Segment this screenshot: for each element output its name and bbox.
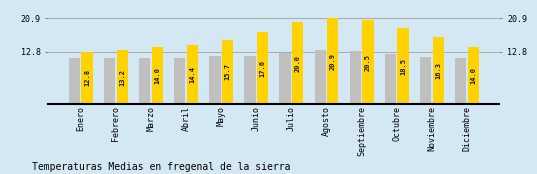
Text: 20.9: 20.9: [330, 53, 336, 70]
Bar: [187, 45, 198, 104]
Bar: [222, 39, 233, 104]
Text: 20.0: 20.0: [295, 55, 301, 72]
Text: 20.5: 20.5: [365, 54, 371, 70]
Text: 15.7: 15.7: [224, 64, 230, 80]
Bar: [362, 20, 374, 104]
Bar: [420, 57, 431, 104]
Text: 16.3: 16.3: [435, 62, 441, 79]
Bar: [455, 58, 466, 104]
Bar: [385, 54, 396, 104]
Text: 13.2: 13.2: [119, 69, 125, 86]
Bar: [69, 58, 80, 104]
Bar: [151, 47, 163, 104]
Text: 14.0: 14.0: [470, 67, 476, 84]
Bar: [279, 53, 291, 104]
Bar: [315, 50, 326, 104]
Bar: [327, 18, 338, 104]
Bar: [257, 32, 268, 104]
Bar: [104, 58, 115, 104]
Bar: [292, 22, 303, 104]
Bar: [82, 52, 93, 104]
Text: 14.0: 14.0: [154, 67, 161, 84]
Text: 14.4: 14.4: [190, 66, 195, 83]
Bar: [433, 37, 444, 104]
Bar: [174, 58, 185, 104]
Bar: [117, 50, 128, 104]
Bar: [468, 47, 479, 104]
Bar: [139, 58, 150, 104]
Bar: [209, 56, 221, 104]
Bar: [350, 51, 361, 104]
Text: 18.5: 18.5: [400, 58, 406, 75]
Text: 12.8: 12.8: [84, 69, 90, 86]
Text: Temperaturas Medias en fregenal de la sierra: Temperaturas Medias en fregenal de la si…: [32, 162, 291, 172]
Bar: [244, 56, 256, 104]
Bar: [397, 28, 409, 104]
Text: 17.6: 17.6: [259, 60, 266, 77]
